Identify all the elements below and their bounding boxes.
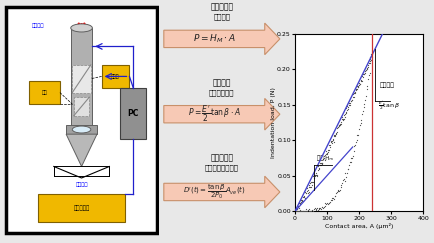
Bar (71, 28, 92, 130)
Text: （硬度）: （硬度） (213, 14, 230, 20)
Text: 照明: 照明 (42, 90, 47, 95)
Text: （クリープ特性）: （クリープ特性） (204, 164, 238, 171)
Bar (120, 88, 146, 139)
Text: 弾塑性解析: 弾塑性解析 (210, 3, 233, 12)
Text: $\frac{E'}{2}\tan\beta$: $\frac{E'}{2}\tan\beta$ (378, 100, 399, 113)
Ellipse shape (71, 24, 92, 32)
Text: $D'(t) = \dfrac{\tan\beta}{2P_0}A_{ve}(t)$: $D'(t) = \dfrac{\tan\beta}{2P_0}A_{ve}(t… (183, 183, 245, 201)
Bar (29, 81, 60, 104)
Polygon shape (66, 134, 97, 166)
Y-axis label: Indentation load, P (N): Indentation load, P (N) (270, 87, 275, 158)
Bar (54, 166, 109, 176)
Text: $P = \dfrac{E^{\prime}}{2}\tan\beta \cdot A$: $P = \dfrac{E^{\prime}}{2}\tan\beta \cdo… (187, 104, 240, 124)
Text: （ヤング率）: （ヤング率） (209, 89, 234, 96)
Bar (66, 125, 97, 134)
Text: カメラ: カメラ (111, 74, 120, 79)
Bar (72, 65, 91, 93)
Text: 粘弾性解析: 粘弾性解析 (210, 153, 233, 163)
Text: $P = H_M \cdot A$: $P = H_M \cdot A$ (192, 33, 235, 45)
Ellipse shape (72, 126, 91, 133)
Bar (102, 65, 129, 88)
Polygon shape (164, 176, 279, 208)
Text: ヤング率: ヤング率 (379, 83, 394, 88)
Text: 駆動装置: 駆動装置 (32, 23, 45, 28)
Bar (38, 194, 125, 222)
X-axis label: Contact area, A (μm²): Contact area, A (μm²) (324, 223, 392, 229)
Polygon shape (164, 23, 279, 55)
Bar (74, 97, 89, 116)
Text: サンプル: サンプル (75, 182, 88, 187)
Text: 硬度 Hₘ: 硬度 Hₘ (316, 155, 332, 161)
Text: PC: PC (127, 109, 138, 118)
Text: 荷重計測器: 荷重計測器 (73, 205, 89, 211)
Text: 弾性解析: 弾性解析 (212, 78, 230, 87)
Polygon shape (164, 98, 279, 130)
